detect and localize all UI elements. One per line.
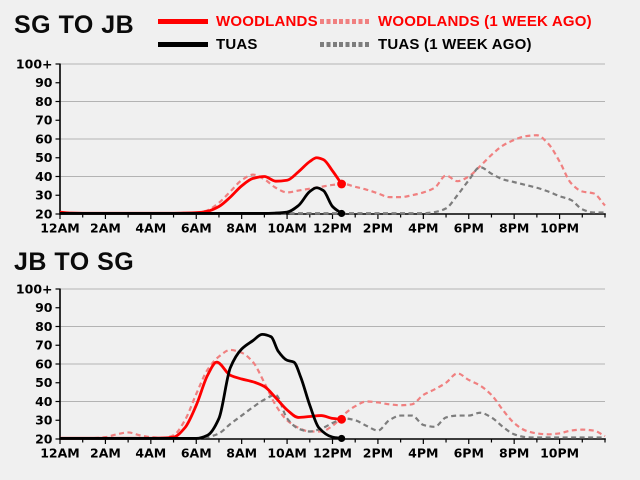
series-tuas xyxy=(59,332,342,440)
y-tick-label-50: 50 xyxy=(35,150,53,165)
y-tick-label-30: 30 xyxy=(35,188,53,203)
x-tick-label-8pm: 8PM xyxy=(499,446,529,461)
y-tick-label-90: 90 xyxy=(35,75,53,90)
x-tick-label-4am: 4AM xyxy=(135,221,166,236)
x-tick-label-10pm: 10PM xyxy=(540,221,579,236)
x-tick-label-12am: 12AM xyxy=(40,221,80,236)
x-tick-label-2am: 2AM xyxy=(90,446,121,461)
end-marker-tuas xyxy=(337,434,346,443)
y-tick-label-60: 60 xyxy=(35,131,53,146)
x-tick-label-2pm: 2PM xyxy=(363,221,393,236)
x-tick-label-4am: 4AM xyxy=(135,446,166,461)
x-tick-label-4pm: 4PM xyxy=(408,221,438,236)
chart-title-jb-to-sg: JB TO SG xyxy=(14,248,135,276)
x-tick-label-4pm: 4PM xyxy=(408,446,438,461)
y-tick-label-20: 20 xyxy=(35,431,53,446)
x-tick-label-6am: 6AM xyxy=(181,446,212,461)
end-marker-woodlands xyxy=(337,414,346,424)
x-tick-label-8am: 8AM xyxy=(226,221,257,236)
y-tick-label-60: 60 xyxy=(35,356,53,371)
x-tick-label-12pm: 12PM xyxy=(313,221,352,236)
x-tick-label-6pm: 6PM xyxy=(454,446,484,461)
y-tick-label-100: 100+ xyxy=(16,281,53,296)
x-tick-label-6pm: 6PM xyxy=(454,221,484,236)
series-woodlands-1-week-ago xyxy=(60,348,606,440)
y-tick-label-40: 40 xyxy=(35,394,53,409)
x-tick-label-10am: 10AM xyxy=(267,446,307,461)
x-tick-label-2pm: 2PM xyxy=(363,446,393,461)
y-tick-label-90: 90 xyxy=(35,300,53,315)
y-tick-label-70: 70 xyxy=(35,113,53,128)
chart-title-sg-to-jb: SG TO JB xyxy=(14,11,135,39)
x-tick-label-2am: 2AM xyxy=(90,221,121,236)
series-tuas-1-week-ago xyxy=(60,166,605,215)
chart-jb-to-sg: 12AM 2AM 4AM 6AM 8AM 10AM 12PM 2PM 4PM 6PM 8PM 10PM… xyxy=(16,281,606,461)
y-tick-label-100: 100+ xyxy=(16,56,53,71)
x-tick-label-12pm: 12PM xyxy=(313,446,352,461)
x-tick-label-10pm: 10PM xyxy=(540,446,579,461)
y-tick-label-80: 80 xyxy=(35,94,53,109)
y-tick-label-40: 40 xyxy=(35,169,53,184)
chart-sg-to-jb: 12AM 2AM 4AM 6AM 8AM 10AM 12PM 2PM 4PM 6PM 8PM 10PM… xyxy=(16,56,606,236)
x-tick-label-8pm: 8PM xyxy=(499,221,529,236)
y-tick-label-30: 30 xyxy=(35,413,53,428)
y-tick-label-70: 70 xyxy=(35,338,53,353)
series-tuas-1-week-ago xyxy=(59,393,605,440)
x-tick-label-10am: 10AM xyxy=(267,221,307,236)
end-marker-woodlands xyxy=(337,179,346,189)
x-tick-label-6am: 6AM xyxy=(181,221,212,236)
series-woodlands-1-week-ago xyxy=(60,134,606,215)
end-marker-tuas xyxy=(337,209,346,218)
y-tick-label-80: 80 xyxy=(35,319,53,334)
y-tick-label-50: 50 xyxy=(35,375,53,390)
x-tick-label-8am: 8AM xyxy=(226,446,257,461)
series-tuas xyxy=(59,186,343,215)
x-tick-label-12am: 12AM xyxy=(40,446,80,461)
y-tick-label-20: 20 xyxy=(35,206,53,221)
